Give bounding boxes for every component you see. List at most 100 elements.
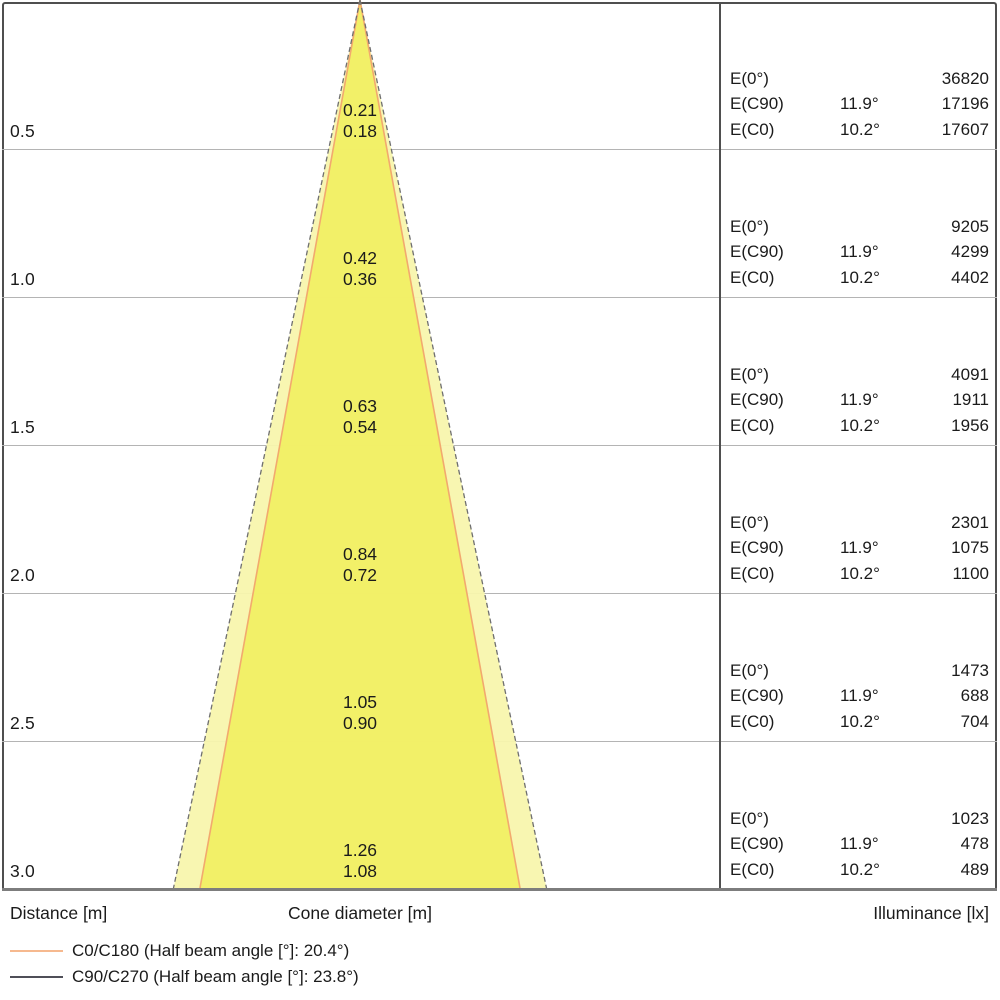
ec0-label: E(C0)	[730, 119, 775, 139]
legend-label-c0: C0/C180 (Half beam angle [°]: 20.4°)	[72, 941, 350, 960]
bottom-axis-line	[2, 888, 997, 891]
cone-diameter-c0: 0.72	[342, 565, 378, 585]
illuminance-block: E(0°) 4091 E(C90) 11.9° 1911 E(C0) 10.2° 1956	[730, 362, 989, 440]
ec90-value: 17196	[941, 94, 989, 114]
ec0-label: E(C0)	[730, 563, 775, 583]
ec90-label: E(C90)	[730, 538, 784, 558]
ec0-value: 1100	[952, 563, 989, 583]
ec90-label: E(C90)	[730, 242, 784, 262]
e0-value: 36820	[941, 68, 989, 88]
legend-item-c90-c270: C90/C270 (Half beam angle [°]: 23.8°)	[10, 964, 359, 990]
cone-diameter-c0: 1.08	[342, 861, 378, 881]
cone-diameter-values: 1.26 1.08	[343, 840, 377, 882]
ec0-angle: 10.2°	[840, 119, 880, 139]
distance-tick-label: 1.0	[10, 269, 35, 289]
cone-diameter-values: 0.63 0.54	[343, 396, 377, 438]
distance-tick-label: 3.0	[10, 861, 35, 881]
gridline-0.5m	[2, 149, 997, 150]
cone-edge-c0-left	[199, 0, 361, 889]
legend-line-c90-icon	[10, 976, 63, 978]
cone-diagram-frame	[2, 2, 997, 890]
ec90-angle: 11.9°	[840, 390, 879, 410]
cone-diameter-c90: 1.26	[342, 840, 378, 860]
ec90-value: 1911	[952, 390, 989, 410]
ec0-angle: 10.2°	[840, 859, 880, 879]
ec0-value: 489	[960, 859, 989, 879]
cone-edge-c90-left	[172, 0, 361, 889]
ec90-label: E(C90)	[730, 94, 784, 114]
cone-edge-c90-right	[359, 0, 548, 889]
cone-diameter-values: 1.05 0.90	[343, 692, 377, 734]
e0-value: 1023	[951, 808, 989, 828]
e0-value: 2301	[951, 512, 989, 532]
ec0-angle: 10.2°	[840, 563, 880, 583]
light-cone-plot	[172, 0, 548, 889]
cone-diameter-values: 0.21 0.18	[343, 100, 377, 142]
ec90-angle: 11.9°	[840, 242, 879, 262]
legend-label-c90: C90/C270 (Half beam angle [°]: 23.8°)	[72, 967, 359, 986]
gridline-2.0m	[2, 593, 997, 594]
ec0-angle: 10.2°	[840, 711, 880, 731]
distance-axis-label: Distance [m]	[10, 903, 108, 923]
ec0-label: E(C0)	[730, 415, 775, 435]
ec90-label: E(C90)	[730, 834, 784, 854]
gridline-1.5m	[2, 445, 997, 446]
ec90-angle: 11.9°	[840, 538, 879, 558]
table-panel-divider	[719, 2, 721, 890]
ec0-label: E(C0)	[730, 267, 775, 287]
ec90-value: 688	[960, 686, 989, 706]
e0-label: E(0°)	[730, 364, 769, 384]
illuminance-block: E(0°) 9205 E(C90) 11.9° 4299 E(C0) 10.2° 4402	[730, 214, 989, 292]
illuminance-block: E(0°) 2301 E(C90) 11.9° 1075 E(C0) 10.2° 1100	[730, 510, 989, 588]
gridline-1.0m	[2, 297, 997, 298]
ec90-label: E(C90)	[730, 390, 784, 410]
cone-diameter-c90: 1.05	[342, 692, 378, 712]
distance-tick-label: 2.5	[10, 713, 35, 733]
ec0-value: 17607	[941, 119, 989, 139]
cone-diameter-c0: 0.54	[342, 417, 378, 437]
legend: C0/C180 (Half beam angle [°]: 20.4°) C90…	[10, 938, 359, 990]
e0-label: E(0°)	[730, 512, 769, 532]
e0-value: 4091	[951, 364, 989, 384]
ec0-angle: 10.2°	[840, 267, 880, 287]
ec0-label: E(C0)	[730, 711, 775, 731]
cone-diameter-c0: 0.18	[342, 121, 378, 141]
ec0-angle: 10.2°	[840, 415, 880, 435]
cone-diameter-values: 0.84 0.72	[343, 544, 377, 586]
ec90-angle: 11.9°	[840, 686, 879, 706]
illuminance-block: E(0°) 36820 E(C90) 11.9° 17196 E(C0) 10.2° 17…	[730, 66, 989, 144]
e0-label: E(0°)	[730, 68, 769, 88]
e0-label: E(0°)	[730, 216, 769, 236]
cone-diameter-c0: 0.36	[342, 269, 378, 289]
e0-label: E(0°)	[730, 660, 769, 680]
cone-area-c0-c180	[200, 0, 520, 888]
ec90-value: 478	[960, 834, 989, 854]
ec90-value: 4299	[951, 242, 989, 262]
e0-value: 1473	[951, 660, 989, 680]
illuminance-block: E(0°) 1473 E(C90) 11.9° 688 E(C0) 10.2° 704	[730, 658, 989, 736]
cone-diameter-c90: 0.84	[342, 544, 378, 564]
cone-diameter-c0: 0.90	[342, 713, 378, 733]
cone-diameter-values: 0.42 0.36	[343, 248, 377, 290]
legend-item-c0-c180: C0/C180 (Half beam angle [°]: 20.4°)	[10, 938, 359, 964]
illuminance-block: E(0°) 1023 E(C90) 11.9° 478 E(C0) 10.2° 489	[730, 806, 989, 884]
ec90-angle: 11.9°	[840, 94, 879, 114]
distance-tick-label: 0.5	[10, 121, 35, 141]
ec0-label: E(C0)	[730, 859, 775, 879]
cone-diameter-axis-label: Cone diameter [m]	[288, 903, 432, 923]
cone-diameter-c90: 0.21	[342, 100, 378, 120]
cone-edge-c0-right	[359, 0, 521, 889]
cone-diameter-c90: 0.63	[342, 396, 378, 416]
ec0-value: 4402	[951, 267, 989, 287]
e0-value: 9205	[951, 216, 989, 236]
ec90-label: E(C90)	[730, 686, 784, 706]
legend-line-c0-icon	[10, 950, 63, 952]
ec90-angle: 11.9°	[840, 834, 879, 854]
cone-diameter-c90: 0.42	[342, 248, 378, 268]
ec0-value: 704	[960, 711, 989, 731]
ec0-value: 1956	[951, 415, 989, 435]
illuminance-axis-label: Illuminance [lx]	[873, 903, 989, 923]
distance-tick-label: 1.5	[10, 417, 35, 437]
ec90-value: 1075	[951, 538, 989, 558]
distance-tick-label: 2.0	[10, 565, 35, 585]
